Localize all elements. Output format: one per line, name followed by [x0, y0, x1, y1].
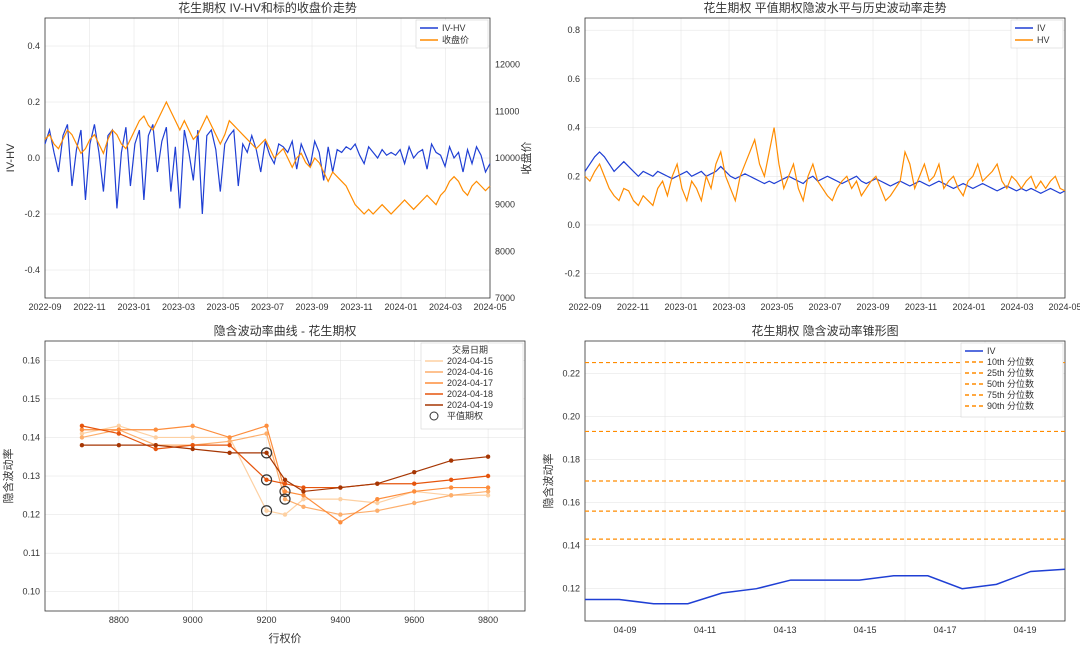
- svg-text:2023-09: 2023-09: [856, 302, 889, 312]
- svg-text:2023-05: 2023-05: [206, 302, 239, 312]
- svg-text:2023-01: 2023-01: [117, 302, 150, 312]
- svg-text:0.2: 0.2: [567, 171, 580, 181]
- svg-text:0.2: 0.2: [27, 97, 40, 107]
- svg-text:10000: 10000: [495, 153, 520, 163]
- svg-text:04-15: 04-15: [853, 625, 876, 635]
- svg-text:行权价: 行权价: [269, 632, 302, 645]
- svg-text:04-09: 04-09: [613, 625, 636, 635]
- svg-text:0.15: 0.15: [22, 394, 40, 404]
- svg-text:75th 分位数: 75th 分位数: [987, 389, 1034, 400]
- svg-text:0.4: 0.4: [567, 123, 580, 133]
- svg-text:9000: 9000: [183, 615, 203, 625]
- svg-text:0.16: 0.16: [22, 355, 40, 365]
- svg-text:04-19: 04-19: [1013, 625, 1036, 635]
- svg-text:收盘价: 收盘价: [442, 34, 469, 45]
- svg-text:2024-04-17: 2024-04-17: [447, 378, 493, 388]
- svg-text:隐含波动率: 隐含波动率: [1, 449, 15, 504]
- svg-text:花生期权 IV-HV和标的收盘价走势: 花生期权 IV-HV和标的收盘价走势: [178, 0, 357, 15]
- svg-text:9600: 9600: [404, 615, 424, 625]
- chart-top-left: 花生期权 IV-HV和标的收盘价走势 -0.4 -0.2 0.0 0.2 0.4 IV-HV…: [0, 0, 540, 323]
- svg-text:0.13: 0.13: [22, 471, 40, 481]
- svg-text:0.6: 0.6: [567, 74, 580, 84]
- svg-text:2024-01: 2024-01: [384, 302, 417, 312]
- svg-text:0.16: 0.16: [562, 498, 580, 508]
- svg-text:0.20: 0.20: [562, 411, 580, 421]
- svg-text:8000: 8000: [495, 246, 515, 256]
- svg-text:0.11: 0.11: [23, 548, 40, 558]
- svg-text:2024-03: 2024-03: [429, 302, 462, 312]
- svg-text:9800: 9800: [478, 615, 498, 625]
- svg-text:2024-04-16: 2024-04-16: [447, 367, 493, 377]
- svg-text:收盘价: 收盘价: [519, 142, 533, 175]
- svg-text:IV: IV: [987, 346, 996, 356]
- svg-text:2022-11: 2022-11: [73, 302, 105, 312]
- svg-text:2023-03: 2023-03: [162, 302, 195, 312]
- svg-text:0.14: 0.14: [22, 432, 40, 442]
- svg-text:2024-01: 2024-01: [952, 302, 985, 312]
- svg-text:9000: 9000: [495, 200, 515, 210]
- svg-text:-0.4: -0.4: [24, 265, 40, 275]
- svg-text:8800: 8800: [109, 615, 129, 625]
- chart-bottom-right: 花生期权 隐含波动率锥形图 0.12 0.14 0.16 0.18 0.20 0.22 隐含波…: [540, 323, 1080, 646]
- svg-text:2023-03: 2023-03: [712, 302, 745, 312]
- svg-text:10th 分位数: 10th 分位数: [987, 356, 1034, 367]
- svg-text:25th 分位数: 25th 分位数: [987, 367, 1034, 378]
- svg-text:50th 分位数: 50th 分位数: [987, 378, 1034, 389]
- svg-text:0.18: 0.18: [562, 454, 580, 464]
- svg-text:IV: IV: [1037, 23, 1046, 33]
- svg-text:2023-07: 2023-07: [808, 302, 841, 312]
- chart-grid: 花生期权 IV-HV和标的收盘价走势 -0.4 -0.2 0.0 0.2 0.4 IV-HV…: [0, 0, 1080, 646]
- svg-text:IV-HV: IV-HV: [5, 143, 17, 172]
- svg-text:0.10: 0.10: [22, 587, 40, 597]
- svg-text:0.8: 0.8: [567, 25, 580, 35]
- svg-text:2024-04-18: 2024-04-18: [447, 389, 493, 399]
- svg-text:花生期权 隐含波动率锥形图: 花生期权 隐含波动率锥形图: [751, 323, 898, 338]
- chart-bottom-left: 隐含波动率曲线 - 花生期权 0.10 0.11 0.12 0.13 0.14 0.15 0.…: [0, 323, 540, 646]
- svg-text:2023-09: 2023-09: [295, 302, 328, 312]
- svg-text:0.0: 0.0: [567, 220, 580, 230]
- svg-text:交易日期: 交易日期: [452, 344, 488, 355]
- svg-text:HV: HV: [1037, 35, 1050, 45]
- svg-text:0.0: 0.0: [27, 153, 40, 163]
- svg-text:2024-04-15: 2024-04-15: [447, 356, 493, 366]
- chart-top-right: 花生期权 平值期权隐波水平与历史波动率走势 -0.2 0.0 0.2 0.4 0.6 0.8…: [540, 0, 1080, 323]
- svg-text:2024-04-19: 2024-04-19: [447, 400, 493, 410]
- svg-text:0.22: 0.22: [562, 368, 580, 378]
- svg-text:0.12: 0.12: [22, 510, 40, 520]
- svg-text:2023-07: 2023-07: [251, 302, 284, 312]
- svg-text:2024-05: 2024-05: [473, 302, 506, 312]
- svg-text:2023-01: 2023-01: [664, 302, 697, 312]
- svg-text:2022-09: 2022-09: [568, 302, 601, 312]
- svg-text:2022-11: 2022-11: [617, 302, 649, 312]
- svg-text:11000: 11000: [495, 106, 519, 116]
- svg-text:04-13: 04-13: [773, 625, 796, 635]
- svg-text:2024-03: 2024-03: [1000, 302, 1033, 312]
- svg-text:0.14: 0.14: [562, 541, 580, 551]
- svg-text:2024-05: 2024-05: [1048, 302, 1080, 312]
- svg-text:90th 分位数: 90th 分位数: [987, 400, 1034, 411]
- svg-text:-0.2: -0.2: [24, 209, 40, 219]
- svg-text:9200: 9200: [257, 615, 277, 625]
- svg-text:04-11: 04-11: [694, 625, 716, 635]
- svg-text:-0.2: -0.2: [564, 269, 580, 279]
- svg-text:2023-11: 2023-11: [905, 302, 937, 312]
- svg-text:平值期权: 平值期权: [447, 410, 483, 421]
- svg-text:0.4: 0.4: [27, 41, 40, 51]
- svg-text:04-17: 04-17: [933, 625, 956, 635]
- svg-text:9400: 9400: [330, 615, 350, 625]
- svg-text:隐含波动率曲线 - 花生期权: 隐含波动率曲线 - 花生期权: [214, 323, 357, 338]
- svg-text:花生期权 平值期权隐波水平与历史波动率走势: 花生期权 平值期权隐波水平与历史波动率走势: [703, 0, 946, 15]
- svg-text:0.12: 0.12: [562, 584, 580, 594]
- svg-text:12000: 12000: [495, 60, 520, 70]
- svg-text:2022-09: 2022-09: [28, 302, 61, 312]
- svg-text:隐含波动率: 隐含波动率: [541, 454, 555, 509]
- svg-text:IV-HV: IV-HV: [442, 23, 466, 33]
- svg-text:2023-11: 2023-11: [340, 302, 372, 312]
- svg-text:2023-05: 2023-05: [760, 302, 793, 312]
